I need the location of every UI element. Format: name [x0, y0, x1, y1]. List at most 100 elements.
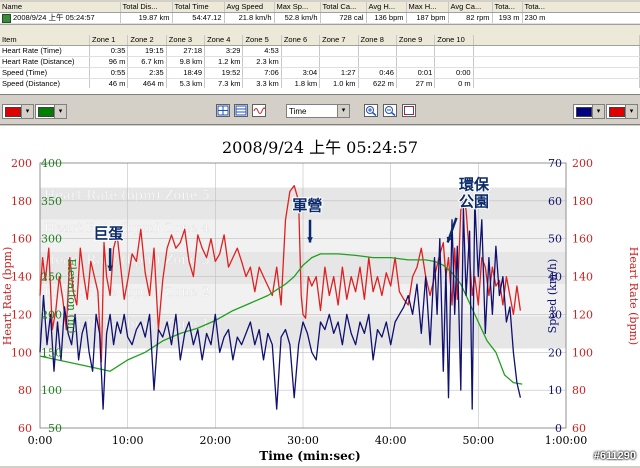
summary-header[interactable]: Avg H... — [366, 2, 407, 13]
wave-icon — [253, 107, 266, 114]
zoom-out-button[interactable] — [383, 104, 397, 117]
zones-header[interactable]: Zone 1 — [89, 35, 129, 46]
zones-header[interactable]: Zone 7 — [319, 35, 359, 46]
zone-cell: 27:18 — [166, 45, 206, 57]
summary-header[interactable]: Avg Ca... — [448, 2, 493, 13]
annotation-arrowhead — [307, 237, 313, 243]
table-row[interactable]: Heart Rate (Distance) 96 m 6.7 km 9.8 km… — [0, 56, 640, 68]
grid-toggle-button[interactable] — [216, 104, 230, 117]
zones-header[interactable]: Zone 8 — [358, 35, 397, 46]
table-row[interactable]: 2008/9/24 上午 05:24:57 19.87 km 54:47.12 … — [0, 12, 640, 24]
right1-color-select[interactable]: ▾ — [573, 104, 605, 119]
summary-header[interactable]: Name — [0, 2, 121, 13]
zones-header-filler — [473, 35, 640, 46]
zones-header[interactable]: Zone 4 — [204, 35, 244, 46]
summary-header[interactable]: Total Time — [172, 2, 225, 13]
zone-cell: 18:49 — [166, 67, 206, 79]
tick-label: 30:00 — [287, 434, 319, 447]
left1-color-select[interactable]: ▾ — [2, 104, 34, 119]
zones-header-row: Item Zone 1 Zone 2 Zone 3 Zone 4 Zone 5 … — [0, 35, 640, 46]
chart-area[interactable]: Heart Rate (bpm) Zone 5 Heart Rate (bpm) … — [0, 126, 640, 466]
watermark-label: #611290 — [593, 450, 636, 462]
summary-header[interactable]: Total Ca... — [320, 2, 367, 13]
summary-header[interactable]: Tota... — [522, 2, 640, 13]
summary-cell: 54:47.12 — [172, 12, 225, 24]
tick-label: 50 — [48, 422, 62, 435]
zones-table: Item Zone 1 Zone 2 Zone 3 Zone 4 Zone 5 … — [0, 35, 640, 90]
zones-toggle-button[interactable] — [234, 104, 248, 117]
tick-label: 160 — [11, 233, 32, 246]
color-swatch — [5, 107, 21, 117]
zones-icon — [235, 105, 247, 116]
zone-filler — [473, 56, 640, 68]
tick-label: 120 — [572, 308, 593, 321]
table-row[interactable]: Speed (Time) 0:55 2:35 18:49 19:52 7:06 … — [0, 67, 640, 79]
tick-label: 80 — [18, 384, 32, 397]
summary-header[interactable]: Max Sp... — [274, 2, 321, 13]
zones-header[interactable]: Zone 6 — [281, 35, 321, 46]
xaxis-select[interactable]: Time ▾ — [286, 104, 350, 118]
zones-header[interactable]: Zone 5 — [242, 35, 282, 46]
chevron-down-icon: ▾ — [21, 105, 33, 118]
tick-label: 40 — [548, 271, 562, 284]
chart-title: 2008/9/24 上午 05:24:57 — [222, 138, 418, 157]
tick-label: 150 — [41, 346, 62, 359]
zone-cell — [434, 45, 474, 57]
color-swatch — [576, 107, 592, 117]
zone-cell — [396, 56, 436, 68]
chart-svg[interactable]: Heart Rate (bpm) Zone 5 Heart Rate (bpm) … — [0, 126, 640, 466]
zone-label: Heart Rate (bpm) Zone 5 — [44, 189, 210, 204]
zones-header[interactable]: Zone 3 — [166, 35, 206, 46]
right2-color-select[interactable]: ▾ — [606, 104, 638, 119]
tick-label: 250 — [41, 271, 62, 284]
annotation-label: 環保 — [459, 176, 490, 194]
zones-header[interactable]: Zone 2 — [127, 35, 167, 46]
chevron-down-icon: ▾ — [337, 105, 349, 117]
zone-cell: 4:53 — [242, 45, 282, 57]
zoom-out-icon — [385, 106, 396, 117]
zone-cell — [281, 45, 321, 57]
zone-cell — [319, 45, 359, 57]
smoothing-toggle-button[interactable] — [252, 104, 266, 117]
summary-header[interactable]: Max H... — [406, 2, 449, 13]
zone-label: Heart Rate (bpm) Zone 4 — [44, 221, 210, 236]
tick-label: 300 — [41, 233, 62, 246]
tick-label: 50 — [548, 233, 562, 246]
session-icon — [2, 13, 11, 23]
left2-color-select[interactable]: ▾ — [35, 104, 67, 119]
zone-cell — [319, 56, 359, 68]
summary-name-cell: 2008/9/24 上午 05:24:57 — [0, 12, 121, 24]
zone-cell: 1:27 — [319, 67, 359, 79]
summary-header[interactable]: Total Dis... — [120, 2, 173, 13]
tick-label: 400 — [41, 157, 62, 170]
zone-cell: 3:29 — [204, 45, 244, 57]
tick-label: 200 — [572, 157, 593, 170]
annotation-arrowhead — [107, 265, 114, 271]
tick-label: 140 — [572, 271, 593, 284]
zone-item: Heart Rate (Distance) — [0, 56, 91, 68]
tick-label: 30 — [548, 308, 562, 321]
summary-cell: 193 m — [492, 12, 523, 24]
zone-label: Heart Rate (bpm) Zone 3 — [44, 253, 210, 268]
summary-header[interactable]: Tota... — [492, 2, 523, 13]
tick-label: 100 — [11, 346, 32, 359]
summary-cell: 728 cal — [320, 12, 367, 24]
table-row[interactable]: Heart Rate (Time) 0:35 19:15 27:18 3:29 … — [0, 45, 640, 57]
zoom-fit-button[interactable] — [402, 104, 416, 117]
zone-cell: 0:35 — [89, 45, 129, 57]
zoom-in-button[interactable] — [364, 104, 378, 117]
annotation-label: 軍營 — [292, 196, 322, 214]
axis-label: Heart Rate (bpm) — [1, 247, 14, 345]
fit-icon — [404, 106, 414, 115]
series-line — [39, 185, 522, 363]
summary-header[interactable]: Avg Speed — [224, 2, 275, 13]
summary-header-row: Name Total Dis... Total Time Avg Speed M… — [0, 2, 640, 13]
zones-header[interactable]: Item — [0, 35, 91, 46]
tick-label: 100 — [41, 384, 62, 397]
tick-label: 120 — [11, 308, 32, 321]
chevron-down-icon: ▾ — [54, 105, 66, 118]
zones-header[interactable]: Zone 9 — [396, 35, 436, 46]
zones-header[interactable]: Zone 10 — [434, 35, 474, 46]
tick-label: 80 — [572, 384, 586, 397]
session-name: 2008/9/24 上午 05:24:57 — [13, 13, 95, 22]
